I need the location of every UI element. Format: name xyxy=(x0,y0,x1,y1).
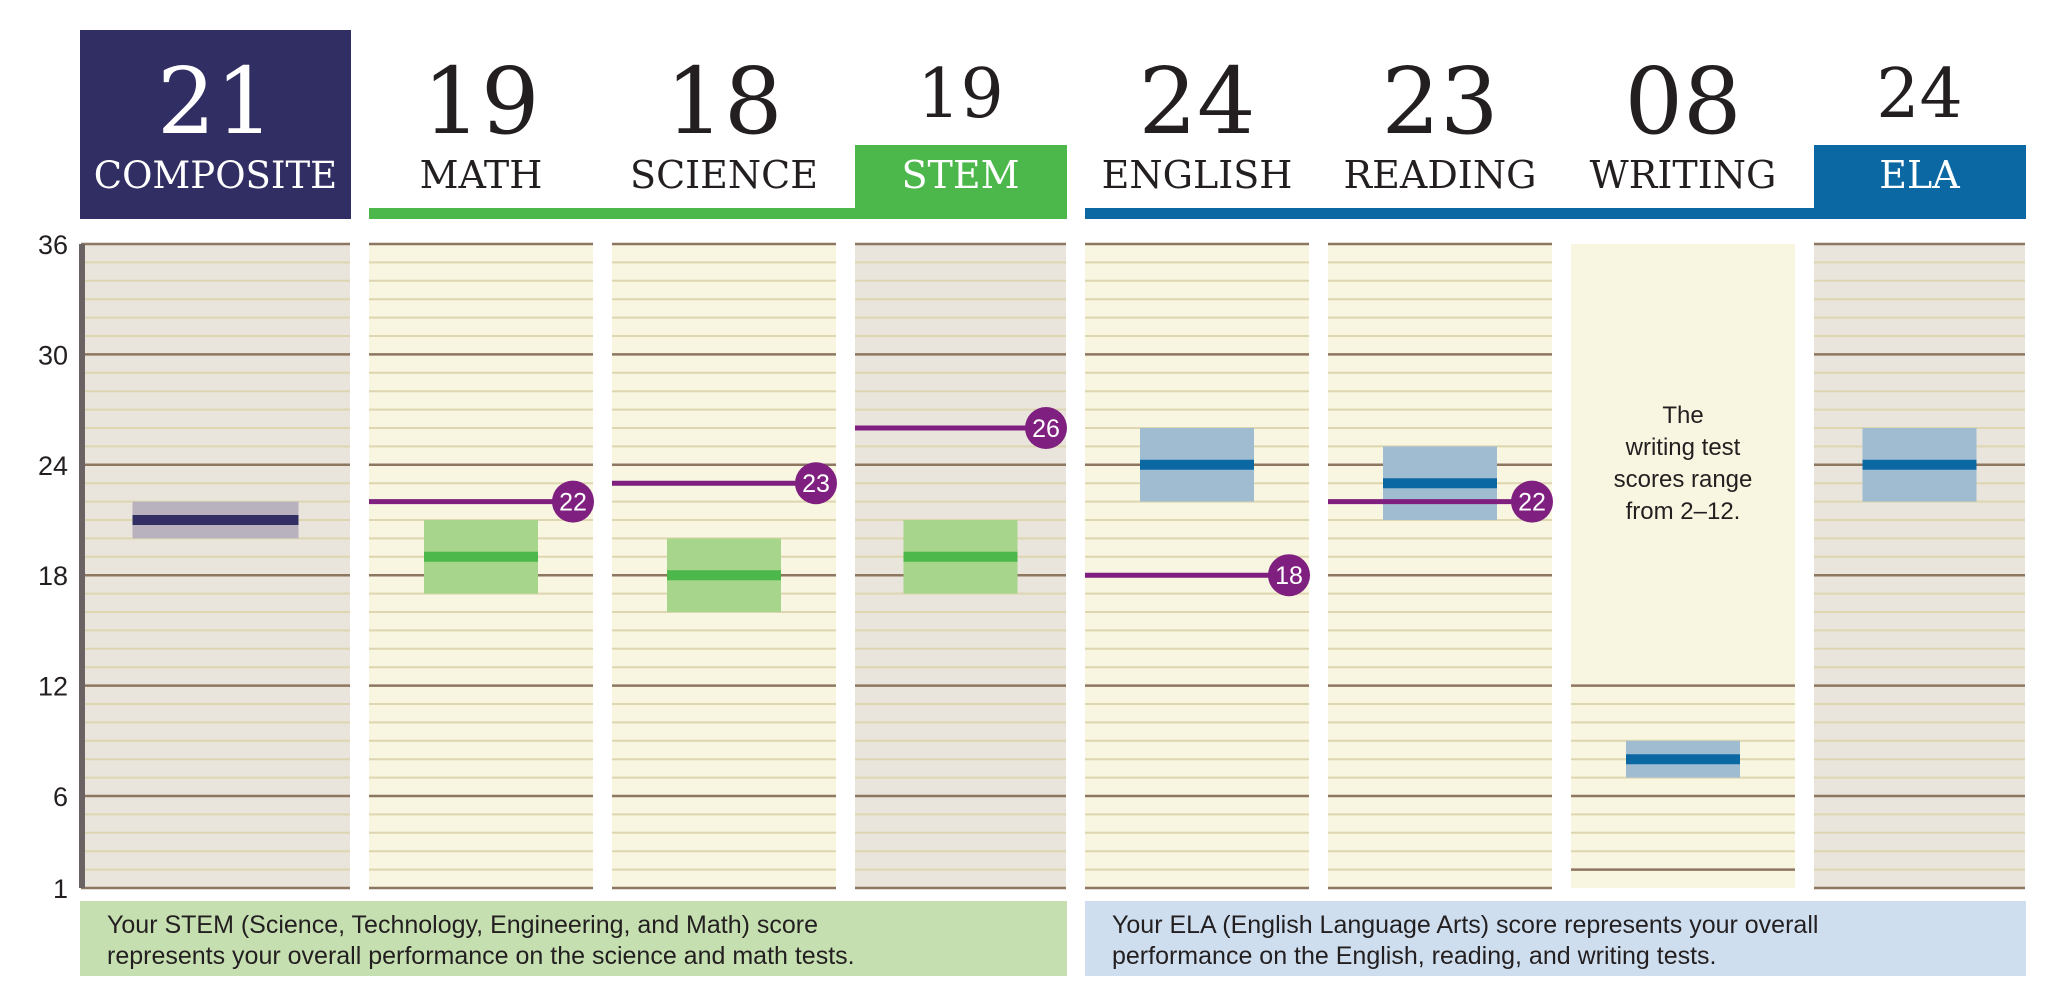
science-score: 18 xyxy=(665,48,782,155)
writing-score: 08 xyxy=(1624,48,1741,155)
y-tick-label: 18 xyxy=(38,561,68,591)
benchmark-label: 18 xyxy=(1275,562,1303,590)
ela-header-tab xyxy=(1814,145,2026,219)
math-label: MATH xyxy=(420,153,543,197)
stem-group-rule xyxy=(369,208,1067,219)
ela-group-rule xyxy=(1085,208,2026,219)
benchmark-label: 22 xyxy=(1518,489,1546,517)
writing-range-note: scores range xyxy=(1614,466,1753,493)
ela-footnote-text: Your ELA (English Language Arts) score r… xyxy=(1112,911,1818,939)
stem-footnote-box xyxy=(80,901,1067,976)
stem-header-tab xyxy=(855,145,1067,219)
y-tick-label: 1 xyxy=(53,874,68,904)
stem-score: 19 xyxy=(917,55,1004,134)
y-tick-label: 24 xyxy=(38,451,68,481)
ela-label: ELA xyxy=(1879,153,1960,197)
panel-background xyxy=(1814,244,2025,888)
science-label: SCIENCE xyxy=(630,153,818,197)
benchmark-marker xyxy=(795,462,837,505)
writing-range-note: from 2–12. xyxy=(1626,498,1741,525)
benchmark-marker xyxy=(1268,554,1310,597)
composite-score: 21 xyxy=(157,48,274,155)
column-writing: The writing test scores range from 2–12. xyxy=(1571,244,1795,888)
column-english: 18 xyxy=(1085,242,1310,890)
math-score: 19 xyxy=(422,48,539,155)
column-ela xyxy=(1814,242,2025,890)
reading-label: READING xyxy=(1344,153,1537,197)
column-reading: 22 xyxy=(1328,242,1553,890)
stem-label: STEM xyxy=(901,153,1019,197)
writing-range-note: writing test xyxy=(1625,434,1741,461)
benchmark-label: 22 xyxy=(559,489,587,517)
composite-header-box xyxy=(80,30,351,219)
stem-footnote-text: Your STEM (Science, Technology, Engineer… xyxy=(107,911,818,939)
stem-footnote-text: represents your overall performance on t… xyxy=(107,942,855,970)
benchmark-marker xyxy=(552,480,594,523)
y-tick-label: 30 xyxy=(38,340,68,370)
y-tick-label: 36 xyxy=(38,230,68,260)
ela-score: 24 xyxy=(1876,55,1963,134)
benchmark-marker xyxy=(1511,480,1553,523)
panel-background xyxy=(1328,244,1552,888)
english-score: 24 xyxy=(1138,48,1255,155)
column-math: 22 xyxy=(369,242,594,890)
column-science: 23 xyxy=(612,242,837,890)
column-composite xyxy=(81,242,350,890)
benchmark-label: 23 xyxy=(802,470,830,498)
reading-score: 23 xyxy=(1381,48,1498,155)
composite-label: COMPOSITE xyxy=(94,154,337,197)
writing-range-note: The xyxy=(1662,402,1703,429)
y-tick-label: 6 xyxy=(53,782,68,812)
benchmark-label: 26 xyxy=(1032,415,1060,443)
ela-footnote-box xyxy=(1085,901,2026,976)
english-label: ENGLISH xyxy=(1102,153,1293,197)
writing-label: WRITING xyxy=(1590,153,1777,197)
benchmark-marker xyxy=(1025,407,1067,449)
panel-background xyxy=(81,244,350,888)
y-tick-label: 12 xyxy=(38,672,68,702)
column-stem: 26 xyxy=(855,242,1067,890)
panel-background xyxy=(1571,244,1795,888)
ela-footnote-text: performance on the English, reading, and… xyxy=(1112,942,1717,970)
